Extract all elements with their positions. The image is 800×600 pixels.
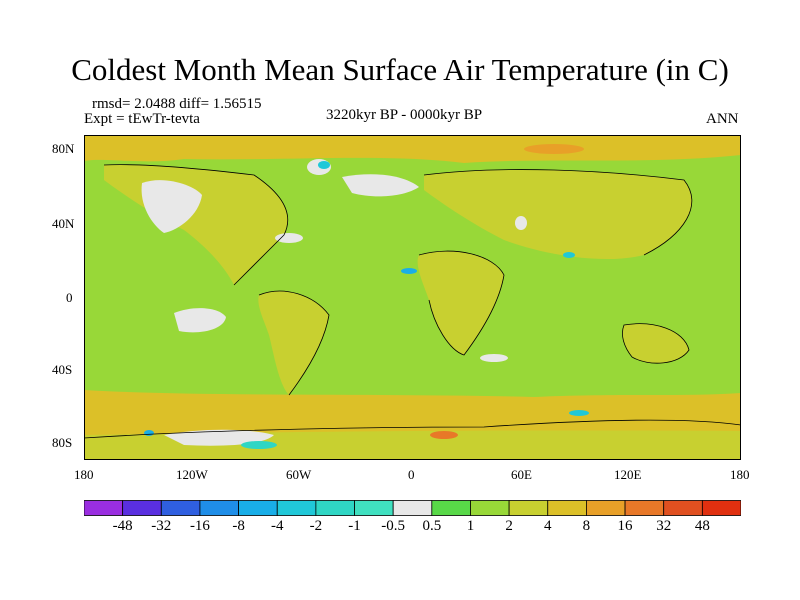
colorbar-label: 2 xyxy=(505,518,513,534)
colorbar-label: 1 xyxy=(466,518,475,534)
colorbar-label: -16 xyxy=(189,518,210,534)
colorbar-label: 16 xyxy=(617,518,633,534)
white-patch-indian xyxy=(480,354,508,362)
lon-tick-180e: 180 xyxy=(730,467,750,482)
white-patch-south-pacific xyxy=(174,308,226,333)
colorbar-box-11 xyxy=(508,500,549,516)
cool-patch-5 xyxy=(569,410,589,416)
lat-tick-80n: 80N xyxy=(52,141,75,156)
plot-title: Coldest Month Mean Surface Air Temperatu… xyxy=(71,52,729,87)
white-patch-arabia xyxy=(515,216,527,230)
stats-label: rmsd= 2.0488 diff= 1.56515 xyxy=(92,96,262,112)
lon-tick-0: 0 xyxy=(408,467,415,482)
cool-patch-1 xyxy=(318,161,330,169)
colorbar-label: -1 xyxy=(348,518,361,534)
white-patch-antarctic xyxy=(164,429,274,446)
colorbar-label: 8 xyxy=(582,518,591,534)
colorbar-box-13 xyxy=(586,500,626,516)
hotspot-2 xyxy=(524,144,584,154)
lat-tick-40s: 40S xyxy=(52,362,73,377)
cool-patch-6 xyxy=(241,441,277,449)
colorbar-box-14 xyxy=(624,500,665,516)
colorbar-box-12 xyxy=(547,500,587,516)
colorbar-box-2 xyxy=(160,500,201,516)
colorbar-label: -48 xyxy=(112,518,133,534)
cool-patch-3 xyxy=(563,252,575,258)
colorbar-box-4 xyxy=(238,500,278,516)
colorbar-box-5 xyxy=(276,500,317,516)
south-america xyxy=(258,291,329,395)
coastline-australia xyxy=(622,323,690,364)
colorbar-box-8 xyxy=(392,500,433,516)
eurasia xyxy=(424,169,692,260)
cool-patch-4 xyxy=(144,430,154,436)
lon-tick-120w: 120W xyxy=(176,467,208,482)
coastline-antarctica xyxy=(84,419,741,439)
lat-tick-40n: 40N xyxy=(52,216,75,231)
colorbar-label: -32 xyxy=(151,518,172,534)
lon-tick-180w: 180 xyxy=(74,467,94,482)
white-patch-pacific-north xyxy=(141,180,202,233)
colorbar-label: 0.5 xyxy=(422,518,442,534)
arctic-warm-band xyxy=(84,135,741,163)
colorbar-box-7 xyxy=(354,500,394,516)
coastline-africa xyxy=(418,250,505,356)
lon-tick-60e: 60E xyxy=(511,467,532,482)
cool-patch-2 xyxy=(401,268,417,274)
colorbar-box-0 xyxy=(84,500,124,516)
colorbar-box-3 xyxy=(199,500,239,516)
colorbar-box-9 xyxy=(431,500,471,516)
coastline-sa xyxy=(258,290,330,396)
colorbar xyxy=(84,500,741,516)
season-label: ANN xyxy=(706,111,739,127)
lat-tick-0: 0 xyxy=(66,290,73,305)
africa xyxy=(417,251,504,355)
colorbar-label: -0.5 xyxy=(381,518,406,534)
colorbar-label: 32 xyxy=(656,518,672,534)
colorbar-label: 4 xyxy=(544,518,552,534)
colorbar-label: -2 xyxy=(309,518,323,534)
coastline-eurasia xyxy=(423,169,693,256)
white-patch-atlantic-north xyxy=(342,174,419,197)
colorbar-label: 48 xyxy=(694,518,710,534)
hotspot-1 xyxy=(430,431,458,439)
colorbar-box-1 xyxy=(122,500,162,516)
coastline-na xyxy=(103,164,289,286)
lat-tick-80s: 80S xyxy=(52,435,73,450)
period-label: 3220kyr BP - 0000kyr BP xyxy=(326,107,483,123)
experiment-label: Expt = tEwTr-tevta xyxy=(84,111,200,127)
temperature-map xyxy=(84,135,741,460)
colorbar-label: -4 xyxy=(270,518,284,534)
australia xyxy=(622,323,689,364)
white-patch-midatlantic xyxy=(275,233,303,243)
colorbar-label: -8 xyxy=(232,518,245,534)
colorbar-box-15 xyxy=(663,500,703,516)
lon-tick-60w: 60W xyxy=(286,467,312,482)
colorbar-box-6 xyxy=(315,500,355,516)
colorbar-box-10 xyxy=(470,500,510,516)
lon-tick-120e: 120E xyxy=(614,467,642,482)
map-frame xyxy=(84,135,741,460)
colorbar-box-16 xyxy=(701,500,741,516)
